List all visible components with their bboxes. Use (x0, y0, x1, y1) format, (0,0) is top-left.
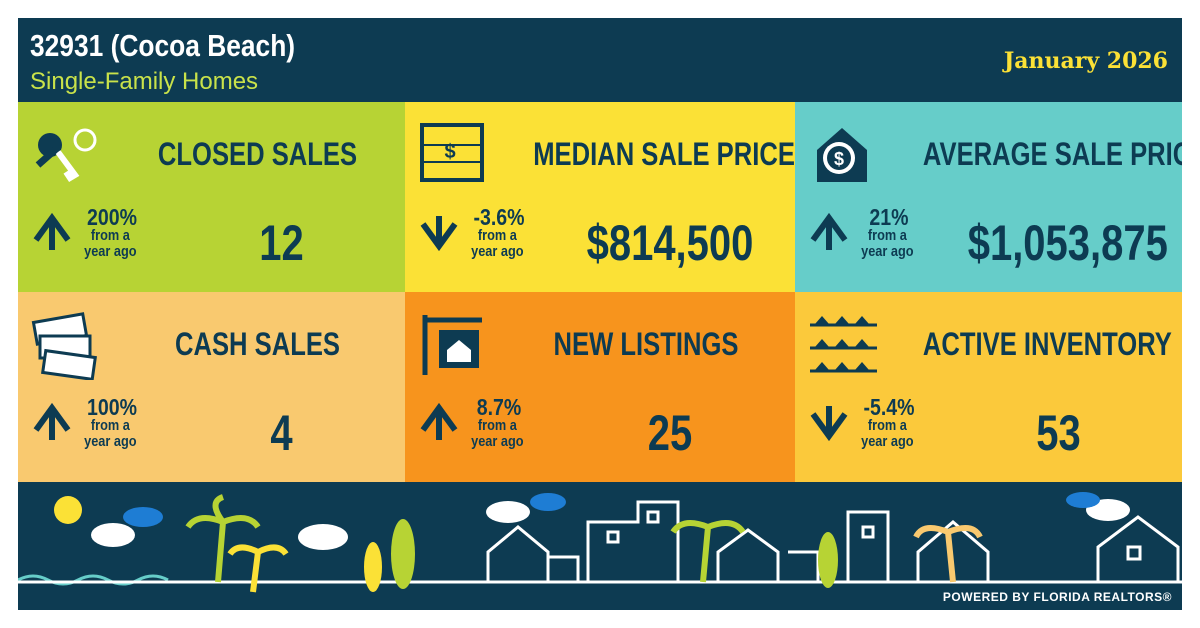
up-arrow (810, 212, 848, 250)
subtitle: Single-Family Homes (30, 68, 259, 95)
tile-icon: $ (420, 123, 484, 182)
tile-icon (31, 312, 97, 380)
metric-label: AVERAGE SALE PRICE (922, 136, 1182, 172)
metric-value: 12 (259, 215, 304, 271)
tile-icon (35, 128, 97, 183)
change-caption: from a year ago (861, 227, 914, 260)
change: 8.7% (476, 394, 522, 420)
metric-value: $814,500 (586, 215, 754, 271)
metric-tile: $ AVERAGE SALE PRICE 21% from a year ago $1,… (795, 102, 1182, 292)
up-arrow (420, 402, 458, 440)
change-caption: from a year ago (471, 227, 524, 260)
change-caption: from a year ago (861, 417, 914, 450)
date: January 2026 (1003, 48, 1168, 74)
tile-icon (422, 315, 482, 375)
metric-tile: NEW LISTINGS 8.7% from a year ago 25 (405, 292, 795, 482)
tile-icon (810, 316, 877, 373)
svg-text:$: $ (834, 149, 844, 169)
change: -3.6% (473, 204, 525, 230)
down-arrow (420, 216, 458, 252)
change: 100% (86, 394, 137, 420)
metric-tile: ACTIVE INVENTORY -5.4% from a year ago 53 (795, 292, 1182, 482)
title: 32931 (Cocoa Beach) (30, 28, 296, 63)
metric-tile: CLOSED SALES 200% from a year ago 12 (18, 102, 405, 292)
metric-label: MEDIAN SALE PRICE (533, 136, 795, 172)
metric-label: CLOSED SALES (157, 136, 358, 172)
infographic: 32931 (Cocoa Beach) Single-Family Homes … (18, 18, 1182, 610)
change-caption: from a year ago (471, 417, 524, 450)
metric-label: NEW LISTINGS (553, 326, 739, 362)
skyline-illustration (18, 492, 1182, 593)
change-caption: from a year ago (84, 417, 137, 450)
change: 200% (86, 204, 137, 230)
svg-text:$: $ (444, 141, 455, 163)
metric-tile: CASH SALES 100% from a year ago 4 (18, 292, 405, 482)
down-arrow (810, 406, 848, 442)
metric-value: 53 (1036, 405, 1081, 461)
credit: POWERED BY FLORIDA REALTORS® (942, 590, 1172, 604)
change: -5.4% (863, 394, 915, 420)
metric-value: 25 (647, 405, 693, 461)
metric-value: 4 (270, 405, 293, 461)
up-arrow (33, 212, 71, 250)
metric-value: $1,053,875 (967, 215, 1168, 271)
metric-label: ACTIVE INVENTORY (922, 326, 1172, 362)
change: 21% (869, 204, 909, 230)
metric-tile: $ MEDIAN SALE PRICE -3.6% from a year ago $8… (405, 102, 795, 292)
tile-icon: $ (817, 128, 867, 182)
metric-label: CASH SALES (175, 326, 340, 362)
up-arrow (33, 402, 71, 440)
change-caption: from a year ago (84, 227, 137, 260)
